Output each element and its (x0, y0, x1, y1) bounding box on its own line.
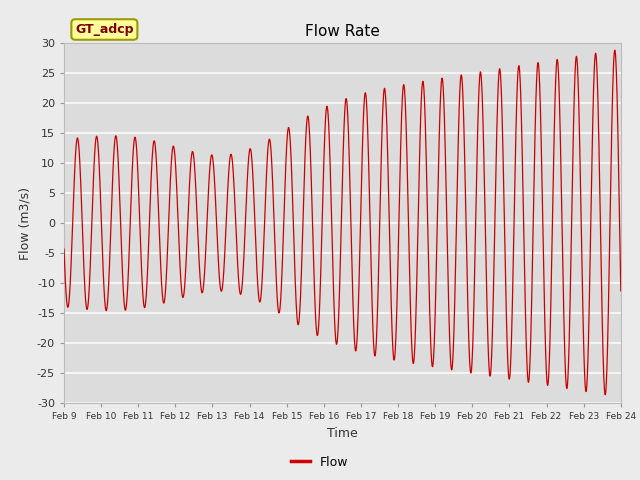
Y-axis label: Flow (m3/s): Flow (m3/s) (19, 187, 31, 260)
Legend: Flow: Flow (286, 451, 354, 474)
Text: GT_adcp: GT_adcp (75, 23, 134, 36)
X-axis label: Time: Time (327, 427, 358, 440)
Title: Flow Rate: Flow Rate (305, 24, 380, 39)
